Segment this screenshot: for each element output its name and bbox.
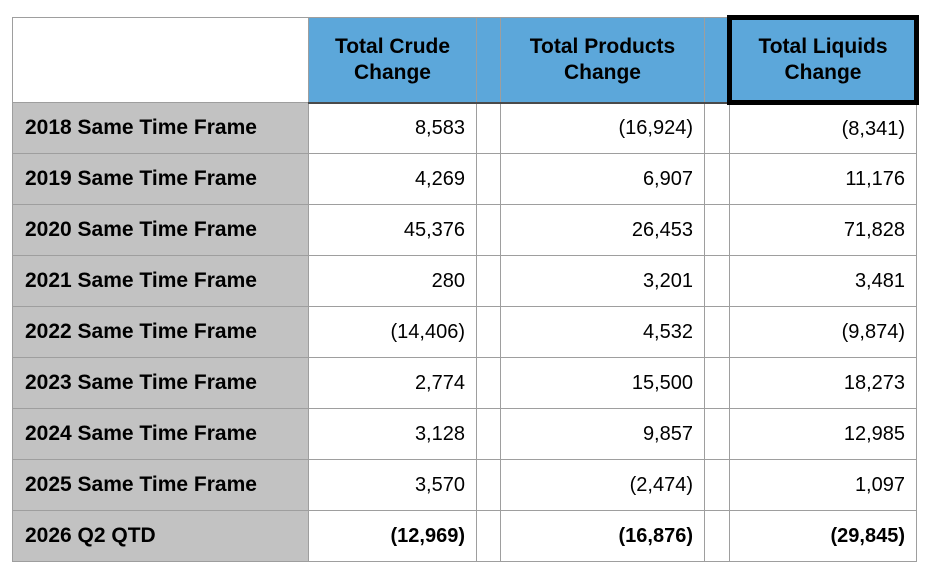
crude-value-cell: 4,269: [308, 153, 477, 205]
crude-value-cell: 45,376: [308, 204, 477, 256]
crude-value-cell: 8,583: [308, 102, 477, 154]
row-label: 2019 Same Time Frame: [12, 153, 309, 205]
row-label: 2024 Same Time Frame: [12, 408, 309, 460]
spacer-cell: [476, 510, 501, 562]
spacer-cell: [476, 102, 501, 154]
header-row: Total Crude Change Total Products Change…: [12, 15, 919, 105]
crude-value-cell: (14,406): [308, 306, 477, 358]
products-value-cell: 4,532: [500, 306, 705, 358]
column-header-crude: Total Crude Change: [308, 17, 477, 104]
spacer-cell: [704, 153, 730, 205]
spacer-cell: [704, 306, 730, 358]
row-label: 2018 Same Time Frame: [12, 102, 309, 154]
table-row-2023: 2023 Same Time Frame 2,774 15,500 18,273: [12, 357, 917, 409]
corner-cell: [12, 17, 309, 103]
table-row-2018: 2018 Same Time Frame 8,583 (16,924) (8,3…: [12, 102, 917, 154]
liquids-value-cell: 11,176: [729, 153, 917, 205]
column-header-liquids: Total Liquids Change: [727, 15, 919, 105]
table-row-2021: 2021 Same Time Frame 280 3,201 3,481: [12, 255, 917, 307]
row-label: 2021 Same Time Frame: [12, 255, 309, 307]
table-row-2025: 2025 Same Time Frame 3,570 (2,474) 1,097: [12, 459, 917, 511]
liquids-value-cell: 3,481: [729, 255, 917, 307]
row-label: 2022 Same Time Frame: [12, 306, 309, 358]
crude-value-cell: 3,570: [308, 459, 477, 511]
crude-value-cell: 2,774: [308, 357, 477, 409]
liquids-value-cell: (8,341): [729, 102, 917, 154]
header-spacer-cell: [476, 17, 501, 104]
column-header-products: Total Products Change: [500, 17, 705, 104]
crude-value-cell: 3,128: [308, 408, 477, 460]
table-row-2024: 2024 Same Time Frame 3,128 9,857 12,985: [12, 408, 917, 460]
table-row-2022: 2022 Same Time Frame (14,406) 4,532 (9,8…: [12, 306, 917, 358]
liquids-value-cell: 12,985: [729, 408, 917, 460]
spacer-cell: [476, 255, 501, 307]
products-value-cell: 15,500: [500, 357, 705, 409]
spacer-cell: [704, 357, 730, 409]
spacer-cell: [476, 153, 501, 205]
row-label: 2023 Same Time Frame: [12, 357, 309, 409]
spacer-cell: [476, 357, 501, 409]
products-value-cell: 26,453: [500, 204, 705, 256]
table-row-2026-qtd: 2026 Q2 QTD (12,969) (16,876) (29,845): [12, 510, 917, 562]
liquids-value-cell: 1,097: [729, 459, 917, 511]
spacer-cell: [476, 459, 501, 511]
liquids-value-cell: 18,273: [729, 357, 917, 409]
spacer-cell: [476, 204, 501, 256]
products-value-cell: 3,201: [500, 255, 705, 307]
spacer-cell: [704, 408, 730, 460]
row-label: 2020 Same Time Frame: [12, 204, 309, 256]
table-row-2020: 2020 Same Time Frame 45,376 26,453 71,82…: [12, 204, 917, 256]
row-label: 2026 Q2 QTD: [12, 510, 309, 562]
products-value-cell: 6,907: [500, 153, 705, 205]
table-row-2019: 2019 Same Time Frame 4,269 6,907 11,176: [12, 153, 917, 205]
header-spacer-cell: [704, 17, 730, 104]
spacer-cell: [704, 204, 730, 256]
row-label: 2025 Same Time Frame: [12, 459, 309, 511]
liquids-change-table: Total Crude Change Total Products Change…: [12, 15, 919, 562]
liquids-value-cell: 71,828: [729, 204, 917, 256]
spacer-cell: [476, 408, 501, 460]
crude-value-cell: (12,969): [308, 510, 477, 562]
liquids-value-cell: (29,845): [729, 510, 917, 562]
spacer-cell: [476, 306, 501, 358]
products-value-cell: (16,876): [500, 510, 705, 562]
liquids-value-cell: (9,874): [729, 306, 917, 358]
products-value-cell: 9,857: [500, 408, 705, 460]
spacer-cell: [704, 459, 730, 511]
spacer-cell: [704, 510, 730, 562]
crude-value-cell: 280: [308, 255, 477, 307]
spacer-cell: [704, 255, 730, 307]
products-value-cell: (2,474): [500, 459, 705, 511]
products-value-cell: (16,924): [500, 102, 705, 154]
spacer-cell: [704, 102, 730, 154]
